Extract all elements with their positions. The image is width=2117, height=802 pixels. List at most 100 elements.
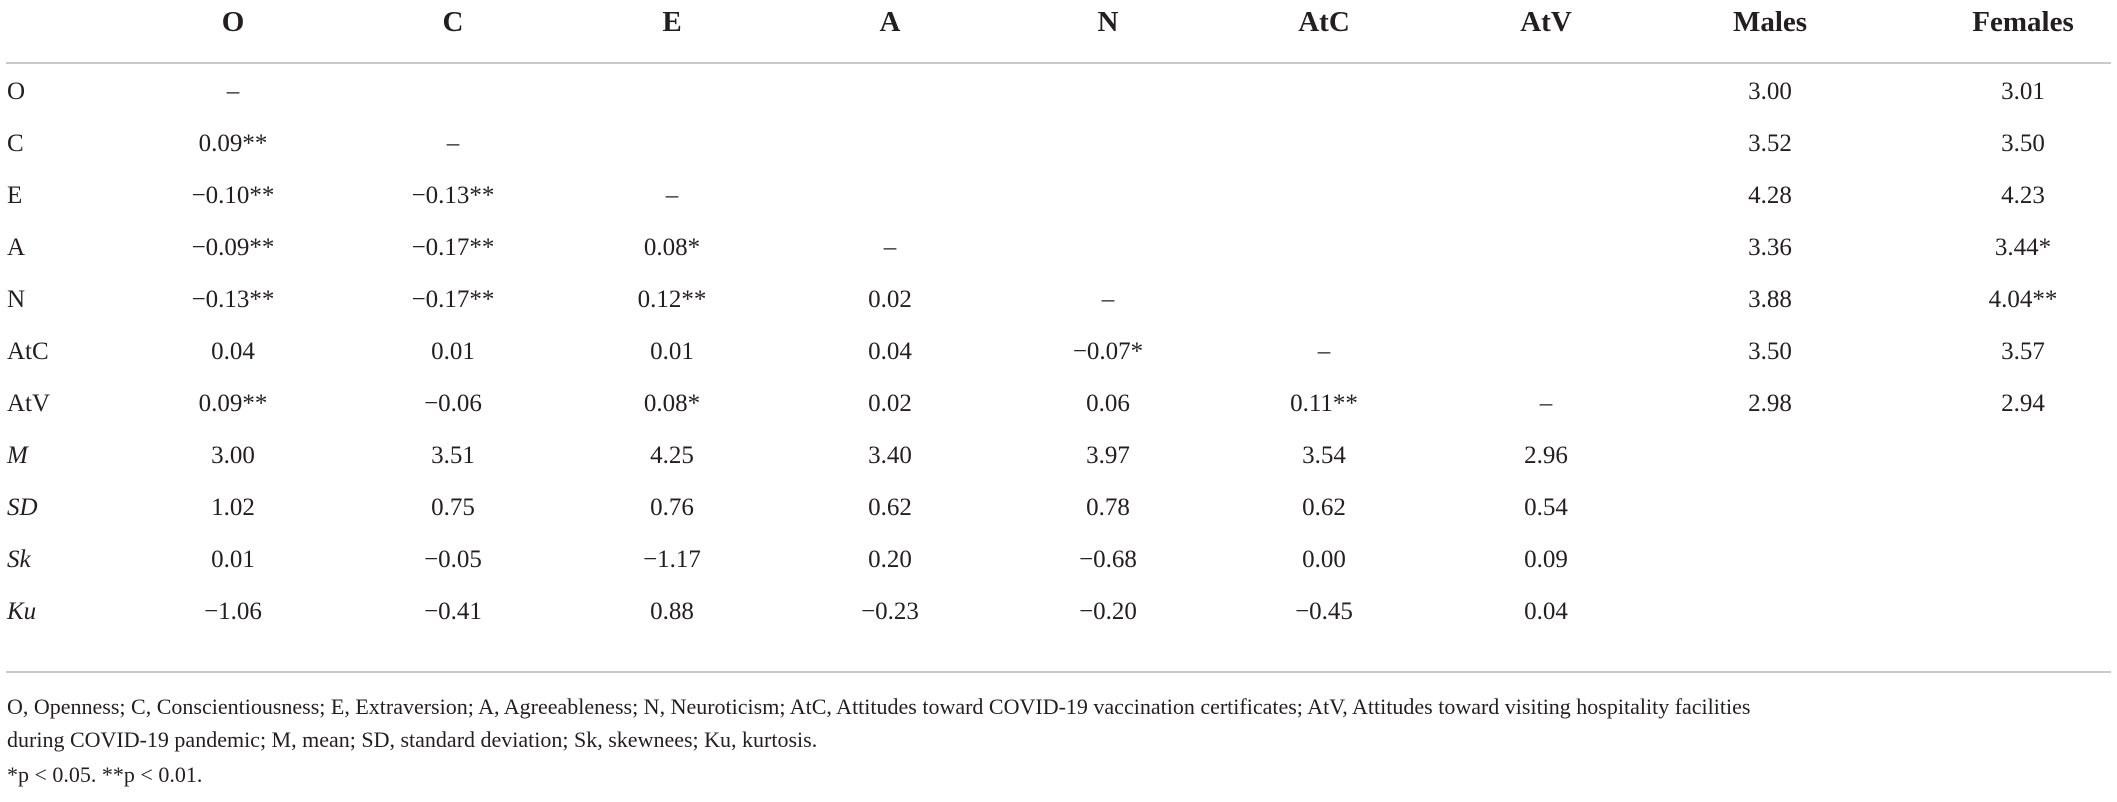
- table-cell: 0.75: [431, 494, 475, 521]
- table-cell: [1923, 486, 2117, 530]
- row-label: AtC: [7, 338, 49, 365]
- table-cell: −0.20: [1079, 598, 1137, 625]
- table-cell: 0.01: [431, 338, 475, 365]
- table-cell: 3.97: [1086, 442, 1130, 469]
- table-cell: 3.00: [1748, 78, 1792, 105]
- table-cell: −0.45: [1295, 598, 1353, 625]
- table-cell: [1008, 122, 1208, 166]
- table-cell: [1923, 590, 2117, 634]
- table-cell: −0.23: [861, 598, 919, 625]
- table-cell: –: [446, 130, 460, 157]
- table-cell: 3.57: [2001, 338, 2045, 365]
- table-cell: −0.68: [1079, 546, 1137, 573]
- column-header-atc: AtC: [1298, 6, 1350, 38]
- row-label: O: [7, 78, 26, 105]
- footnote-line-1: O, Openness; C, Conscientiousness; E, Ex…: [7, 694, 1751, 719]
- table-cell: 0.08*: [643, 390, 701, 417]
- table-cell: 2.94: [2001, 390, 2045, 417]
- table-cell: [1446, 330, 1646, 374]
- row-label: Sk: [7, 546, 31, 573]
- table-cell: 3.54: [1302, 442, 1346, 469]
- table-cell: [1670, 486, 1870, 530]
- table-cell: [353, 70, 553, 114]
- table-cell: [1923, 538, 2117, 582]
- row-label: C: [7, 130, 24, 157]
- table-cell: –: [1317, 338, 1331, 365]
- table-cell: 0.20: [868, 546, 912, 573]
- table-cell: 0.12**: [637, 286, 707, 313]
- table-cell: −0.13**: [411, 182, 495, 209]
- table-cell: 0.04: [211, 338, 255, 365]
- table-cell: −0.05: [424, 546, 482, 573]
- table-cell: 3.50: [2001, 130, 2045, 157]
- table-cell: [572, 122, 772, 166]
- table-cell: [1224, 174, 1424, 218]
- table-cell: −0.09**: [191, 234, 275, 261]
- table-cell: 0.02: [868, 286, 912, 313]
- table-cell: −0.10**: [191, 182, 275, 209]
- table-cell: 0.01: [650, 338, 694, 365]
- table-cell: 0.04: [1524, 598, 1568, 625]
- row-label: N: [7, 286, 26, 313]
- table-cell: −0.13**: [191, 286, 275, 313]
- table-cell: 0.88: [650, 598, 694, 625]
- column-header-o: O: [221, 6, 245, 38]
- table-cell: [790, 174, 990, 218]
- table-cell: 0.62: [868, 494, 912, 521]
- table-cell: 3.88: [1748, 286, 1792, 313]
- table-cell: [790, 70, 990, 114]
- table-cell: 3.50: [1748, 338, 1792, 365]
- table-cell: −0.06: [424, 390, 482, 417]
- table-cell: 0.08*: [643, 234, 701, 261]
- table-cell: 0.06: [1086, 390, 1130, 417]
- table-cell: –: [1539, 390, 1553, 417]
- column-header-females: Females: [1972, 6, 2074, 38]
- table-cell: 4.23: [2001, 182, 2045, 209]
- table-cell: [790, 122, 990, 166]
- table-cell: −0.17**: [411, 286, 495, 313]
- table-cell: [1008, 70, 1208, 114]
- row-label: A: [7, 234, 26, 261]
- table-cell: −1.06: [204, 598, 262, 625]
- column-header-males: Males: [1732, 6, 1808, 38]
- row-label: AtV: [7, 390, 51, 417]
- table-cell: [1670, 434, 1870, 478]
- table-cell: 0.02: [868, 390, 912, 417]
- table-cell: −0.41: [424, 598, 482, 625]
- table-cell: [1670, 538, 1870, 582]
- table-cell: 0.04: [868, 338, 912, 365]
- table-cell: −0.07*: [1072, 338, 1144, 365]
- table-cell: 3.40: [868, 442, 912, 469]
- table-cell: [1224, 122, 1424, 166]
- table-cell: 2.98: [1748, 390, 1792, 417]
- table-cell: 4.04**: [1988, 286, 2058, 313]
- table-cell: [1008, 174, 1208, 218]
- table-cell: 0.76: [650, 494, 694, 521]
- column-header-atv: AtV: [1520, 6, 1572, 38]
- table-cell: 0.09: [1524, 546, 1568, 573]
- table-cell: 0.11**: [1290, 390, 1358, 417]
- row-label: E: [7, 182, 23, 209]
- row-label: M: [7, 442, 28, 469]
- footnote-significance: *p < 0.05. **p < 0.01.: [7, 762, 203, 787]
- table-cell: [572, 70, 772, 114]
- table-cell: [1224, 70, 1424, 114]
- table-cell: 0.00: [1302, 546, 1346, 573]
- table-cell: [1224, 226, 1424, 270]
- table-cell: 4.25: [650, 442, 694, 469]
- table-cell: [1923, 434, 2117, 478]
- footnote-line-2: during COVID-19 pandemic; M, mean; SD, s…: [7, 727, 818, 752]
- table-cell: 3.44*: [1994, 234, 2052, 261]
- table-cell: [1008, 226, 1208, 270]
- header-rule: [6, 62, 2111, 64]
- column-header-n: N: [1097, 6, 1119, 38]
- table-cell: [1446, 122, 1646, 166]
- table-cell: –: [883, 234, 897, 261]
- column-header-e: E: [662, 6, 682, 38]
- table-cell: [1670, 590, 1870, 634]
- table-cell: 0.78: [1086, 494, 1130, 521]
- table-cell: [1446, 70, 1646, 114]
- table-cell: –: [226, 78, 240, 105]
- table-cell: –: [1101, 286, 1115, 313]
